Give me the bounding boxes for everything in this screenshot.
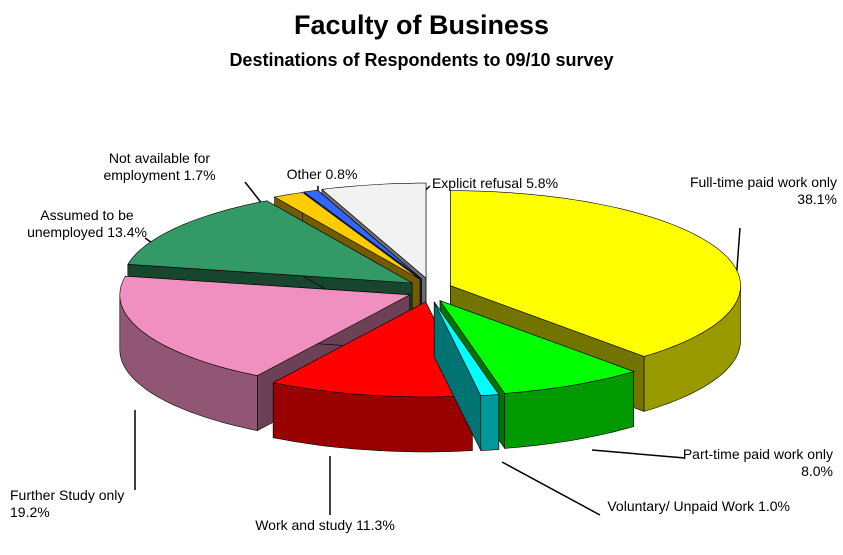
value-label: 1.7% — [183, 167, 216, 183]
slice — [272, 301, 473, 453]
category-label: Work and study — [255, 517, 353, 533]
slice-label: Other 0.8% — [262, 166, 382, 183]
category-label: Not available for employment — [103, 150, 211, 183]
slice-top — [433, 301, 500, 396]
category-label: Other — [286, 166, 322, 182]
slice-top — [303, 189, 422, 280]
slice-label: Assumed to be unemployed 13.4% — [12, 207, 162, 241]
slice-label: Further Study only 19.2% — [10, 487, 140, 521]
slice — [433, 300, 500, 451]
leader-line — [501, 461, 601, 516]
value-label: 0.8% — [325, 166, 358, 182]
category-label: Explicit refusal — [431, 175, 523, 191]
slice-label: Explicit refusal 5.8% — [420, 175, 570, 192]
slice-label: Work and study 11.3% — [240, 517, 410, 534]
category-label: Further Study only — [10, 487, 125, 503]
category-label: Voluntary/ Unpaid Work — [607, 498, 755, 514]
slice-top — [273, 192, 421, 280]
value-label: 1.0% — [758, 498, 790, 514]
slice-label: Full-time paid work only 38.1% — [672, 174, 837, 208]
value-label: 19.2% — [10, 504, 50, 520]
slice-top — [321, 182, 427, 279]
slice-top — [127, 200, 413, 284]
category-label: Assumed to be unemployed — [27, 207, 134, 240]
slice-top — [119, 275, 411, 376]
category-label: Full-time paid work only — [689, 174, 837, 190]
slice-label: Not available for employment 1.7% — [72, 150, 247, 184]
value-label: 13.4% — [107, 224, 147, 240]
leader-line — [591, 449, 686, 459]
slice-label: Voluntary/ Unpaid Work 1.0% — [600, 498, 790, 515]
value-label: 38.1% — [797, 191, 837, 207]
value-label: 8.0% — [801, 463, 833, 479]
slice-top — [272, 301, 473, 398]
slice-top — [450, 190, 741, 357]
category-label: Part-time paid work only — [682, 446, 833, 462]
value-label: 5.8% — [526, 175, 559, 191]
slice-side — [480, 394, 500, 451]
slice-top — [439, 300, 635, 394]
chart-title: Faculty of Business — [293, 10, 550, 40]
chart-subtitle: Destinations of Respondents to 09/10 sur… — [229, 50, 614, 70]
slice-label: Part-time paid work only 8.0% — [668, 446, 833, 480]
value-label: 11.3% — [356, 517, 395, 533]
